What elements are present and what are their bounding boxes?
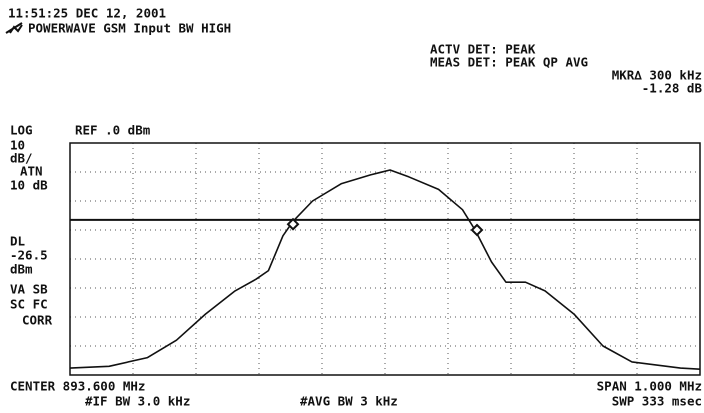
- span: SPAN 1.000 MHz: [597, 379, 702, 394]
- trace: [69, 169, 701, 370]
- if-bw: #IF BW 3.0 kHz: [85, 394, 190, 409]
- dl-unit: dBm: [10, 262, 33, 277]
- sweep: SWP 333 msec: [612, 394, 702, 409]
- panel-text: SC FC: [10, 297, 48, 312]
- center-freq: CENTER 893.600 MHz: [10, 379, 145, 394]
- panel-text: ATN: [20, 164, 43, 179]
- ref-level: REF .0 dBm: [75, 123, 151, 138]
- detector-line: ACTV DET: PEAK: [430, 42, 536, 57]
- avg-bw: #AVG BW 3 kHz: [300, 394, 398, 409]
- dl-label: DL: [10, 234, 26, 249]
- panel-text: VA SB: [10, 282, 48, 297]
- dl-value: -26.5: [10, 248, 48, 263]
- marker: [470, 223, 484, 237]
- scale-mode: LOG: [10, 123, 33, 138]
- panel-text: 10 dB: [10, 178, 48, 193]
- panel-text: 10: [10, 138, 25, 153]
- logo: [5, 22, 23, 34]
- panel-text: dB/: [10, 151, 33, 166]
- panel-text: CORR: [22, 313, 53, 328]
- marker-readout: MKR∆ 300 kHz: [612, 68, 702, 83]
- detector-line: MEAS DET: PEAK QP AVG: [430, 55, 588, 70]
- timestamp: 11:51:25 DEC 12, 2001: [8, 6, 166, 21]
- marker-readout: -1.28 dB: [642, 81, 703, 96]
- graticule-frame: [69, 142, 701, 376]
- marker: [286, 217, 300, 231]
- chart-title: POWERWAVE GSM Input BW HIGH: [28, 21, 231, 36]
